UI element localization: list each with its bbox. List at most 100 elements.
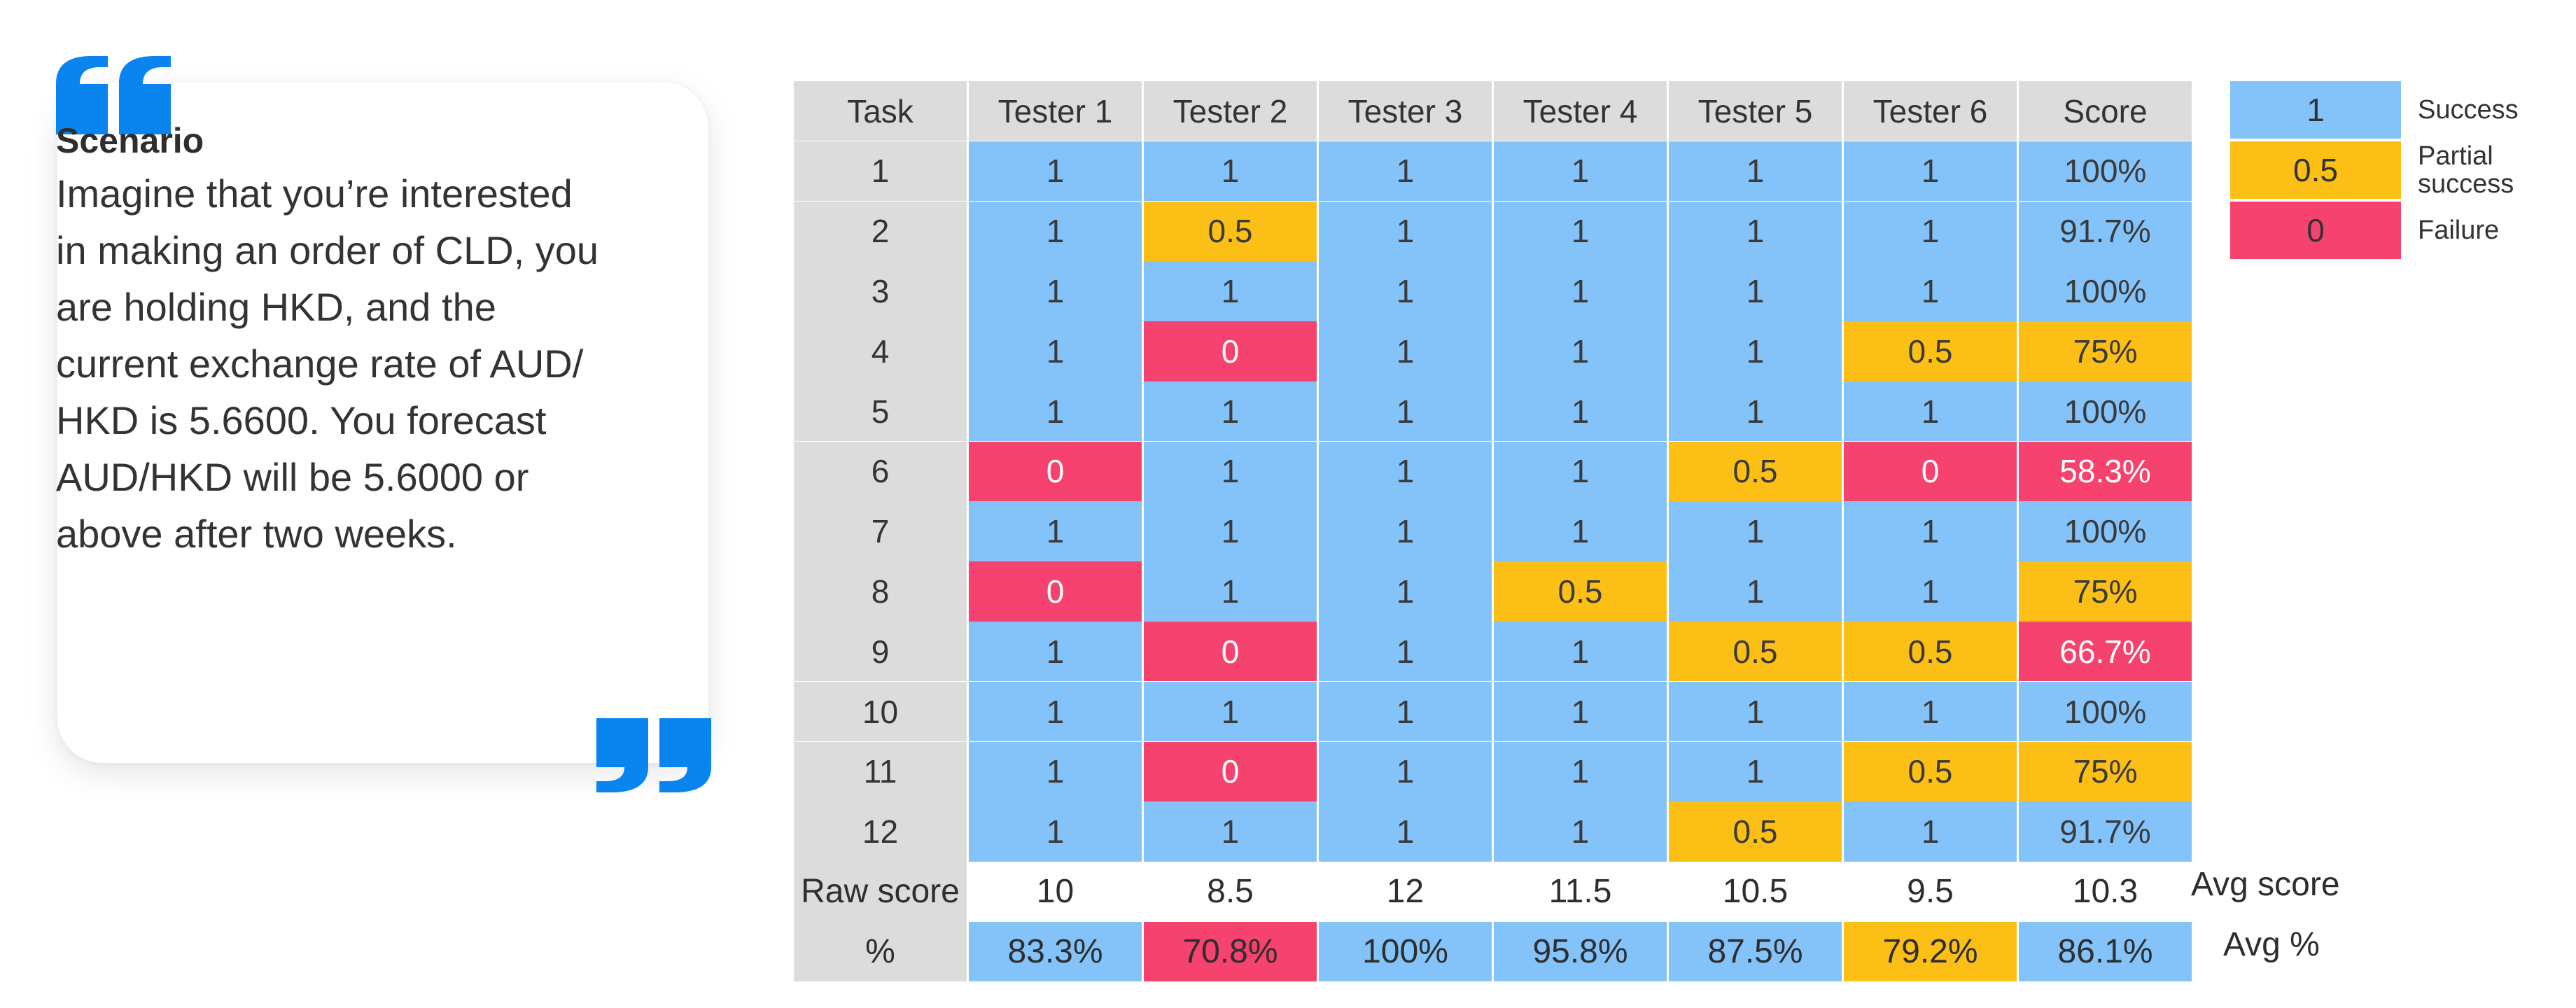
result-cell: 1 xyxy=(969,321,1142,382)
result-cell: 1 xyxy=(1844,381,2017,442)
score-cell: 91.7% xyxy=(2019,201,2192,261)
percent-cell: 87.5% xyxy=(1669,921,1842,982)
percent-cell: 100% xyxy=(1319,921,1492,982)
result-cell: 1 xyxy=(1844,802,2017,862)
avg-percent-value: 86.1% xyxy=(2019,921,2192,982)
legend-item-failure: 0 Failure xyxy=(2230,202,2576,259)
result-cell: 1 xyxy=(1319,321,1492,382)
scenario-line: are holding HKD, and the xyxy=(56,285,496,329)
task-number: 9 xyxy=(794,622,967,682)
result-cell: 1 xyxy=(1494,441,1667,502)
score-cell: 100% xyxy=(2019,381,2192,442)
legend-swatch: 0.5 xyxy=(2230,141,2401,199)
result-cell: 1 xyxy=(1844,201,2017,261)
result-cell: 0.5 xyxy=(1669,622,1842,682)
percent-cell: 83.3% xyxy=(969,921,1142,982)
legend-swatch: 1 xyxy=(2230,81,2401,139)
scenario-line: current exchange rate of AUD/ xyxy=(56,342,584,386)
result-cell: 0 xyxy=(969,441,1142,502)
legend-label: Failure xyxy=(2418,216,2500,245)
result-cell: 1 xyxy=(1669,321,1842,382)
result-cell: 1 xyxy=(1494,802,1667,862)
task-number: 3 xyxy=(794,261,967,321)
result-cell: 1 xyxy=(1144,141,1317,202)
result-cell: 1 xyxy=(1319,741,1492,802)
column-header: Task xyxy=(794,81,967,141)
result-cell: 1 xyxy=(1319,681,1492,742)
result-cell: 1 xyxy=(1669,501,1842,561)
result-cell: 1 xyxy=(1669,141,1842,202)
score-cell: 100% xyxy=(2019,501,2192,561)
percent-cell: 79.2% xyxy=(1844,921,2017,982)
result-cell: 0 xyxy=(969,561,1142,622)
legend-item-partial: 0.5 Partial success xyxy=(2230,141,2576,199)
result-cell: 1 xyxy=(969,802,1142,862)
task-number: 12 xyxy=(794,802,967,862)
result-cell: 1 xyxy=(1494,622,1667,682)
legend-label: Partial success xyxy=(2418,141,2514,199)
score-cell: 66.7% xyxy=(2019,622,2192,682)
result-cell: 0.5 xyxy=(1844,321,2017,382)
result-cell: 1 xyxy=(1844,141,2017,202)
result-cell: 1 xyxy=(969,622,1142,682)
column-header: Tester 4 xyxy=(1494,81,1667,141)
result-cell: 1 xyxy=(1144,441,1317,502)
column-header: Score xyxy=(2019,81,2192,141)
scenario-line: in making an order of CLD, you xyxy=(56,228,599,272)
result-cell: 1 xyxy=(1319,381,1492,442)
score-cell: 100% xyxy=(2019,681,2192,742)
result-cell: 0 xyxy=(1144,622,1317,682)
column-header: Tester 5 xyxy=(1669,81,1842,141)
results-table: Task Tester 1 Tester 2 Tester 3 Tester 4 Test… xyxy=(794,81,2192,982)
result-cell: 1 xyxy=(1494,741,1667,802)
result-cell: 1 xyxy=(1319,802,1492,862)
result-cell: 1 xyxy=(1844,261,2017,321)
task-number: 5 xyxy=(794,381,967,442)
task-number: 6 xyxy=(794,441,967,502)
raw-score-cell: 10 xyxy=(969,862,1142,922)
result-cell: 1 xyxy=(1844,561,2017,622)
column-header: Tester 1 xyxy=(969,81,1142,141)
result-cell: 0 xyxy=(1144,741,1317,802)
result-cell: 1 xyxy=(1319,201,1492,261)
result-cell: 0 xyxy=(1144,321,1317,382)
score-cell: 58.3% xyxy=(2019,441,2192,502)
result-cell: 0.5 xyxy=(1844,741,2017,802)
percent-cell: 95.8% xyxy=(1494,921,1667,982)
result-cell: 1 xyxy=(1319,561,1492,622)
column-header: Tester 2 xyxy=(1144,81,1317,141)
scenario-card xyxy=(57,83,708,763)
result-cell: 1 xyxy=(969,261,1142,321)
avg-score-label: Avg score xyxy=(2191,866,2340,903)
task-number: 10 xyxy=(794,681,967,742)
raw-score-cell: 11.5 xyxy=(1494,862,1667,922)
result-cell: 1 xyxy=(1144,381,1317,442)
result-cell: 0.5 xyxy=(1844,622,2017,682)
percent-label: % xyxy=(794,921,967,982)
result-cell: 1 xyxy=(1319,622,1492,682)
result-cell: 1 xyxy=(1144,561,1317,622)
scenario-title: Scenario xyxy=(56,121,204,160)
task-number: 1 xyxy=(794,141,967,202)
legend-item-success: 1 Success xyxy=(2230,81,2576,139)
score-cell: 75% xyxy=(2019,561,2192,622)
result-cell: 1 xyxy=(969,741,1142,802)
result-cell: 1 xyxy=(1144,802,1317,862)
result-cell: 1 xyxy=(969,201,1142,261)
result-cell: 1 xyxy=(1319,441,1492,502)
close-quote-icon xyxy=(596,718,711,792)
result-cell: 1 xyxy=(1494,321,1667,382)
raw-score-cell: 8.5 xyxy=(1144,862,1317,922)
scenario-line: HKD is 5.6600. You forecast xyxy=(56,398,547,442)
legend-swatch: 0 xyxy=(2230,202,2401,259)
result-cell: 1 xyxy=(969,141,1142,202)
result-cell: 1 xyxy=(1319,261,1492,321)
open-quote-icon xyxy=(56,56,171,134)
result-cell: 1 xyxy=(1669,381,1842,442)
raw-score-label: Raw score xyxy=(794,862,967,922)
result-cell: 1 xyxy=(1494,681,1667,742)
result-cell: 1 xyxy=(1144,501,1317,561)
result-cell: 1 xyxy=(1494,201,1667,261)
score-cell: 91.7% xyxy=(2019,802,2192,862)
result-cell: 1 xyxy=(1494,141,1667,202)
